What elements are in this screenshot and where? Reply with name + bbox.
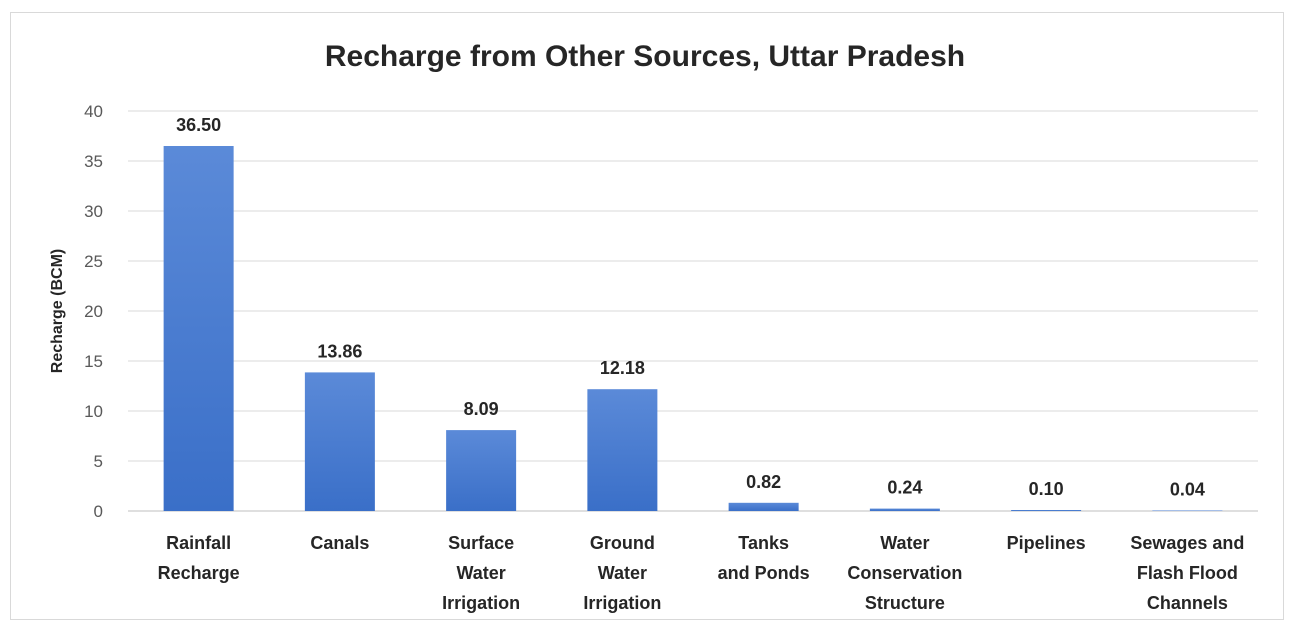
y-axis-title: Recharge (BCM)	[49, 249, 66, 373]
category-label: Sewages and Flash Flood Channels	[1130, 533, 1244, 613]
bar	[304, 372, 375, 511]
data-label: 0.82	[746, 472, 781, 492]
y-axis-ticks: 0 5 10 15 20 25 30 35 40	[84, 102, 103, 521]
data-label: 8.09	[464, 399, 499, 419]
category-label-line: Structure	[865, 593, 945, 613]
category-label-line: Recharge	[158, 563, 240, 583]
y-tick-label: 0	[94, 502, 103, 521]
category-label-line: Canals	[310, 533, 369, 553]
data-label: 12.18	[600, 358, 645, 378]
category-label: Surface Water Irrigation	[442, 533, 520, 613]
data-label: 13.86	[317, 341, 362, 361]
category-label-line: Water	[456, 563, 505, 583]
category-label-line: Ground	[590, 533, 655, 553]
y-tick-label: 5	[94, 452, 103, 471]
y-tick-label: 30	[84, 202, 103, 221]
bar	[1011, 510, 1082, 511]
y-tick-label: 35	[84, 152, 103, 171]
category-label-line: Surface	[448, 533, 514, 553]
category-label-line: Water	[880, 533, 929, 553]
bar	[587, 389, 658, 511]
category-label: Water Conservation Structure	[847, 533, 962, 613]
category-label: Ground Water Irrigation	[583, 533, 661, 613]
category-label-line: Tanks	[738, 533, 789, 553]
bar	[446, 430, 517, 511]
category-label-line: Irrigation	[583, 593, 661, 613]
category-label-line: Water	[598, 563, 647, 583]
category-label-line: Sewages and	[1130, 533, 1244, 553]
data-label: 0.04	[1170, 480, 1205, 500]
category-label-line: Flash Flood	[1137, 563, 1238, 583]
data-label: 0.24	[887, 478, 922, 498]
category-label: Tanks and Ponds	[718, 533, 810, 583]
y-tick-label: 10	[84, 402, 103, 421]
data-label: 36.50	[176, 115, 221, 135]
category-label-line: Pipelines	[1007, 533, 1086, 553]
y-tick-label: 20	[84, 302, 103, 321]
bar	[728, 502, 799, 511]
bars	[163, 146, 1223, 511]
bar	[1152, 510, 1223, 511]
x-axis-categories: Rainfall Recharge Canals Surface Water Irriga…	[158, 533, 1245, 613]
category-label-line: Channels	[1147, 593, 1228, 613]
category-label-line: and Ponds	[718, 563, 810, 583]
category-label: Canals	[310, 533, 369, 553]
y-tick-label: 25	[84, 252, 103, 271]
y-tick-label: 40	[84, 102, 103, 121]
bar	[163, 146, 234, 511]
category-label-line: Irrigation	[442, 593, 520, 613]
category-label: Rainfall Recharge	[158, 533, 240, 583]
bar	[869, 508, 940, 511]
category-label-line: Conservation	[847, 563, 962, 583]
chart-title: Recharge from Other Sources, Uttar Prade…	[324, 40, 966, 73]
y-tick-label: 15	[84, 352, 103, 371]
category-label: Pipelines	[1007, 533, 1086, 553]
category-label-line: Rainfall	[166, 533, 231, 553]
data-label: 0.10	[1029, 479, 1064, 499]
data-labels: 36.50 13.86 8.09 12.18 0.82 0.24 0.10 0.04	[176, 115, 1205, 500]
gridlines	[128, 110, 1258, 512]
